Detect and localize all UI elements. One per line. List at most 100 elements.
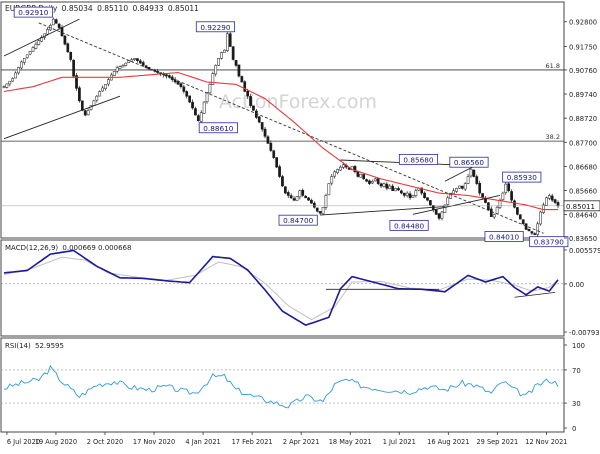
- candle-body-116: [339, 166, 342, 171]
- candle-body-19: [57, 23, 61, 28]
- moving-average-line: [3, 71, 558, 211]
- candle-body-50: [147, 66, 151, 70]
- candle-body-9: [28, 51, 32, 55]
- price-panel-frame: [0, 1, 565, 239]
- candle-body-168: [489, 208, 493, 217]
- candle-body-85: [249, 96, 252, 106]
- price-label-box-0: [13, 6, 53, 18]
- ohlc-low: 0.84933: [132, 4, 163, 13]
- candle-body-152: [443, 204, 447, 213]
- candle-body-43: [127, 60, 131, 63]
- candle-body-68: [199, 112, 203, 122]
- candle-body-32: [95, 95, 99, 101]
- candle-body-73: [214, 65, 218, 75]
- candle-body-109: [318, 211, 322, 214]
- candle-body-162: [472, 169, 476, 177]
- rsi-value: 52.9595: [35, 342, 64, 350]
- macd-y-tick-label-0: 0.005579: [569, 247, 600, 255]
- candle-body-170: [495, 207, 499, 214]
- candle-body-107: [313, 202, 316, 208]
- candle-body-172: [501, 192, 505, 200]
- x-tick-label-7: 18 May 2021: [329, 438, 372, 446]
- candle-body-127: [371, 181, 374, 184]
- candle-body-180: [524, 223, 528, 230]
- candle-body-159: [463, 183, 467, 190]
- candle-body-23: [69, 51, 73, 60]
- candle-body-147: [429, 200, 432, 206]
- candle-body-88: [257, 116, 261, 123]
- ohlc-open: 0.85034: [62, 4, 93, 13]
- candle-body-4: [14, 72, 17, 79]
- candle-body-8: [25, 54, 29, 58]
- candle-body-6: [20, 61, 23, 69]
- price-y-tick-label-7: 0.85660: [569, 187, 597, 195]
- price-label-3: 0.84700: [283, 216, 314, 225]
- candle-body-111: [324, 195, 328, 208]
- candle-body-149: [434, 209, 438, 215]
- candle-body-129: [376, 178, 380, 184]
- candle-body-155: [452, 190, 455, 194]
- candle-body-145: [423, 192, 426, 199]
- price-label-box-6: [502, 171, 542, 183]
- wedge-lower-line: [412, 195, 501, 215]
- candle-body-156: [455, 188, 458, 192]
- price-label-2: 0.88610: [203, 124, 234, 133]
- candle-body-63: [185, 91, 189, 97]
- candle-body-140: [408, 193, 412, 199]
- candle-body-42: [124, 62, 128, 66]
- candle-body-113: [330, 176, 334, 184]
- price-plot: 61.8 38.2 0.92910 0.92290 0.88610 0.84700 0.85…: [1, 6, 569, 248]
- candle-body-61: [179, 83, 183, 87]
- candle-body-0: [2, 86, 6, 88]
- price-label-9: 0.83790: [534, 238, 565, 247]
- candle-body-115: [336, 169, 339, 173]
- candle-body-125: [365, 179, 368, 182]
- candle-body-11: [34, 43, 38, 49]
- candle-body-17: [51, 18, 55, 26]
- candle-body-79: [231, 46, 235, 60]
- candle-body-60: [176, 81, 180, 85]
- x-tick-label-4: 4 Jan 2021: [185, 438, 220, 446]
- candle-body-35: [104, 84, 107, 89]
- x-tick-label-10: 29 Sep 2021: [476, 438, 518, 446]
- price-y-tick-label-1: 0.91750: [569, 44, 597, 52]
- candle-body-183: [533, 233, 537, 235]
- candle-body-28: [83, 110, 87, 116]
- candle-body-131: [382, 183, 386, 187]
- candle-body-105: [307, 197, 310, 201]
- rsi-y-tick-label-3: 0: [572, 425, 576, 433]
- candle-body-100: [292, 198, 296, 201]
- candle-body-1: [5, 83, 9, 88]
- macd-line: [3, 249, 559, 326]
- rsi-plot: [1, 364, 564, 409]
- candle-body-154: [449, 192, 453, 199]
- candle-body-132: [385, 183, 389, 189]
- candle-body-31: [92, 100, 96, 106]
- candle-body-7: [22, 58, 26, 63]
- rsi-panel-frame: [0, 337, 565, 433]
- candle-body-89: [260, 122, 264, 130]
- candle-body-24: [72, 59, 75, 77]
- candle-body-137: [400, 190, 403, 194]
- candle-body-40: [118, 66, 122, 69]
- candle-body-90: [263, 128, 267, 137]
- candle-body-82: [240, 76, 244, 83]
- candle-body-151: [440, 211, 444, 219]
- candle-body-126: [368, 180, 371, 184]
- rsi-y-tick-label-0: 100: [572, 342, 585, 350]
- candle-body-48: [141, 62, 145, 66]
- candle-body-128: [373, 178, 377, 182]
- candle-body-80: [234, 60, 238, 66]
- candle-body-98: [286, 192, 290, 196]
- price-label-box-3: [278, 214, 318, 226]
- candle-body-133: [388, 185, 392, 190]
- wedge-upper-line: [444, 165, 475, 182]
- candle-body-163: [475, 176, 479, 184]
- candle-body-70: [205, 92, 209, 103]
- candle-body-181: [527, 228, 531, 232]
- triangle-lower-line: [320, 206, 445, 216]
- candle-body-161: [469, 168, 473, 177]
- candle-body-12: [37, 40, 41, 45]
- axes: 0.85011 0.92800 0.91750 0.90760 0.89740 0.887…: [6, 19, 600, 446]
